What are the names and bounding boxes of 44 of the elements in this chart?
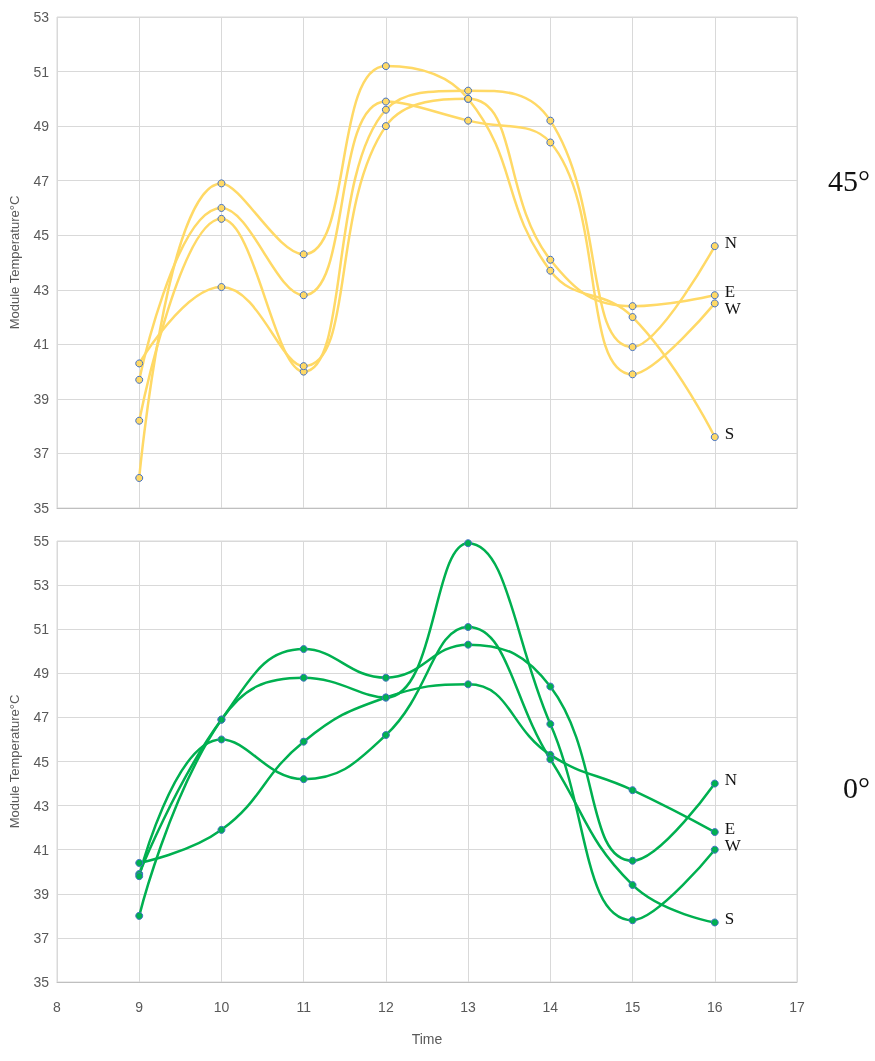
x-tick-label: 17 xyxy=(789,999,805,1015)
y-tick-label: 55 xyxy=(33,533,50,549)
y-tick-label: 37 xyxy=(33,929,50,946)
y-tick-label: 39 xyxy=(33,885,50,902)
y-tick-label: 39 xyxy=(33,390,50,407)
y-tick-label: 45 xyxy=(33,227,50,244)
series-label: N xyxy=(724,232,738,252)
y-tick-label: 43 xyxy=(33,281,50,298)
x-tick-label: 15 xyxy=(624,999,641,1015)
y-tick-label: 53 xyxy=(33,9,50,25)
y-tick-label: 49 xyxy=(33,118,50,135)
series-label: N xyxy=(724,770,738,790)
y-tick-label: 47 xyxy=(33,709,50,726)
series-label: W xyxy=(724,298,742,318)
x-tick-label: 9 xyxy=(135,999,144,1015)
series-label: W xyxy=(724,836,742,856)
x-tick-label: 11 xyxy=(296,999,312,1015)
y-tick-label: 41 xyxy=(33,336,50,353)
y-tick-label: 35 xyxy=(33,974,50,990)
y-tick-label: 41 xyxy=(33,841,50,858)
x-tick-label: 14 xyxy=(542,999,559,1015)
y-axis-title: Module Temperature°C xyxy=(7,694,22,829)
series-label: S xyxy=(724,908,735,928)
y-tick-label: 51 xyxy=(33,621,50,638)
x-tick-label: 16 xyxy=(706,999,723,1015)
y-tick-label: 37 xyxy=(33,445,50,462)
y-tick-label: 51 xyxy=(33,63,50,80)
y-axis-title: Module Temperature°C xyxy=(7,195,22,330)
text: 45° xyxy=(828,163,870,197)
y-tick-label: 43 xyxy=(33,797,50,814)
y-tick-label: 53 xyxy=(33,577,50,594)
y-tick-label: 45 xyxy=(33,753,50,770)
series-label: E xyxy=(724,281,736,301)
x-tick-label: 12 xyxy=(378,999,394,1015)
y-tick-label: 35 xyxy=(33,500,50,516)
x-tick-label: 8 xyxy=(53,999,62,1015)
x-tick-label: 10 xyxy=(213,999,230,1015)
x-axis-title: Time xyxy=(411,1031,443,1047)
series-label: E xyxy=(724,818,736,838)
x-tick-label: 13 xyxy=(460,999,477,1015)
y-tick-label: 49 xyxy=(33,665,50,682)
y-tick-label: 47 xyxy=(33,172,50,189)
text: 0° xyxy=(843,770,870,804)
series-label: S xyxy=(724,423,735,443)
